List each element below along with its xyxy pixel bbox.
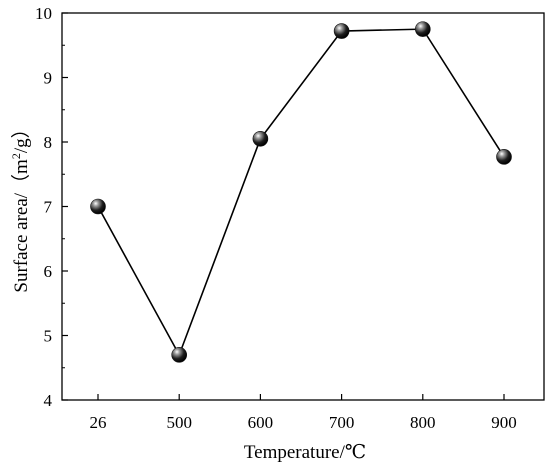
plot-border [61, 12, 545, 401]
x-axis: 26 500 600 700 800 900 [90, 394, 517, 432]
data-point-600 [252, 130, 269, 147]
x-axis-title: Temperature/℃ [244, 442, 366, 463]
y-tick-label-2: 6 [44, 262, 53, 281]
y-axis: 4 5 6 7 8 9 10 [35, 4, 68, 410]
y-axis-title-suffix: /g） [10, 119, 32, 153]
series-line [97, 28, 505, 357]
y-tick-label-0: 4 [44, 391, 53, 410]
x-tick-label-3: 700 [329, 413, 355, 432]
plot-frame [61, 12, 545, 401]
data-point-700 [333, 23, 350, 39]
x-tick-label-1: 500 [166, 413, 192, 432]
y-axis-title: Surface area/（m2/g） [9, 119, 32, 292]
series-markers [90, 21, 512, 363]
x-tick-label-2: 600 [248, 413, 274, 432]
data-point-26 [90, 198, 106, 215]
x-tick-label-5: 900 [491, 413, 517, 432]
y-tick-label-3: 7 [44, 198, 53, 217]
y-axis-title-prefix: Surface area/（m [10, 159, 32, 293]
y-tick-label-1: 5 [44, 327, 53, 346]
data-point-500 [171, 347, 187, 363]
y-tick-label-6: 10 [35, 4, 52, 23]
x-tick-label-4: 800 [410, 413, 436, 432]
data-point-800 [414, 21, 431, 37]
y-tick-label-4: 8 [44, 133, 53, 152]
y-axis-title-sup: 2 [9, 153, 23, 159]
series-0-line [97, 28, 505, 357]
x-tick-label-0: 26 [90, 413, 107, 432]
y-tick-label-5: 9 [44, 69, 53, 88]
data-point-900 [496, 149, 512, 165]
